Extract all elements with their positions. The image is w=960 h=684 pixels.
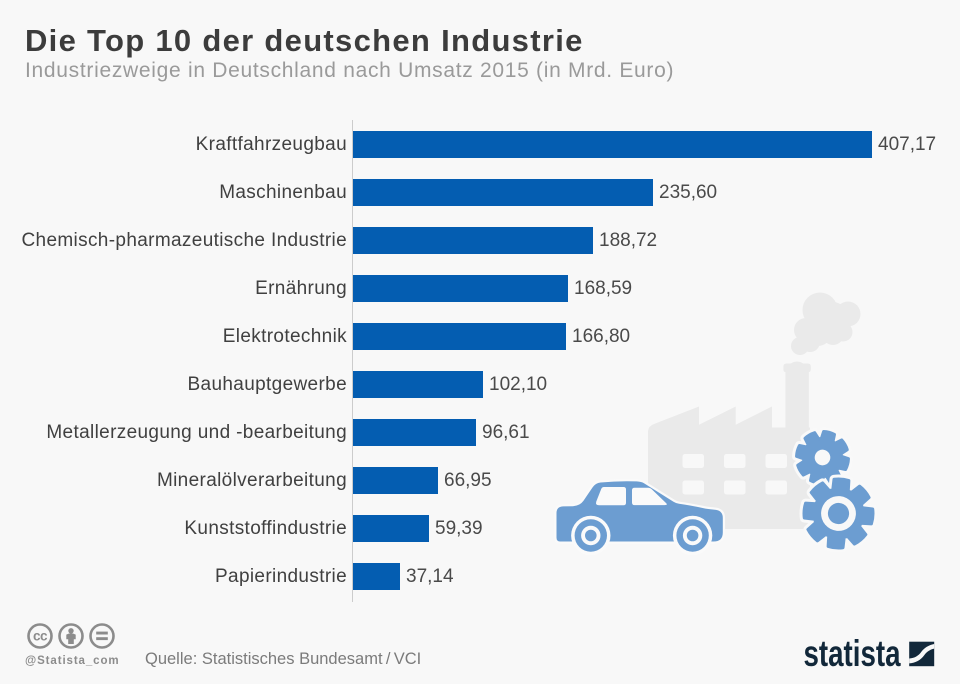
svg-text:cc: cc	[33, 629, 48, 644]
svg-text:statista: statista	[804, 633, 901, 674]
